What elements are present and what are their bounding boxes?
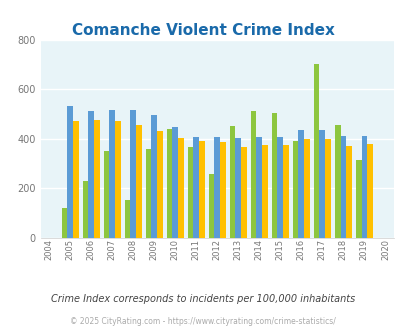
Bar bbox=[262, 145, 267, 238]
Bar bbox=[198, 141, 204, 238]
Bar bbox=[136, 125, 141, 238]
Bar bbox=[130, 110, 136, 238]
Bar bbox=[229, 126, 235, 238]
Bar bbox=[88, 112, 94, 238]
Bar bbox=[62, 208, 67, 238]
Bar bbox=[366, 144, 372, 238]
Bar bbox=[172, 127, 177, 238]
Bar bbox=[355, 160, 361, 238]
Text: Comanche Violent Crime Index: Comanche Violent Crime Index bbox=[71, 23, 334, 38]
Bar bbox=[361, 136, 366, 238]
Bar bbox=[256, 137, 262, 238]
Bar bbox=[124, 200, 130, 238]
Bar bbox=[313, 64, 319, 238]
Bar bbox=[193, 137, 198, 238]
Bar bbox=[334, 125, 340, 238]
Bar bbox=[250, 112, 256, 238]
Bar bbox=[115, 121, 120, 238]
Bar bbox=[340, 136, 345, 238]
Bar bbox=[298, 130, 303, 238]
Bar bbox=[303, 139, 309, 238]
Bar bbox=[94, 120, 99, 238]
Bar bbox=[345, 146, 351, 238]
Bar bbox=[151, 115, 157, 238]
Text: Crime Index corresponds to incidents per 100,000 inhabitants: Crime Index corresponds to incidents per… bbox=[51, 294, 354, 304]
Bar bbox=[271, 113, 277, 238]
Bar bbox=[324, 139, 330, 238]
Bar bbox=[220, 142, 225, 238]
Bar bbox=[187, 147, 193, 238]
Bar bbox=[72, 121, 78, 238]
Bar bbox=[109, 110, 115, 238]
Bar bbox=[103, 151, 109, 238]
Bar bbox=[214, 137, 220, 238]
Bar bbox=[208, 175, 214, 238]
Bar bbox=[157, 131, 162, 238]
Bar bbox=[282, 145, 288, 238]
Bar bbox=[235, 138, 241, 238]
Text: © 2025 CityRating.com - https://www.cityrating.com/crime-statistics/: © 2025 CityRating.com - https://www.city… bbox=[70, 317, 335, 326]
Bar bbox=[145, 148, 151, 238]
Bar bbox=[277, 137, 282, 238]
Bar bbox=[166, 129, 172, 238]
Bar bbox=[82, 181, 88, 238]
Bar bbox=[292, 141, 298, 238]
Bar bbox=[67, 106, 72, 238]
Bar bbox=[177, 138, 183, 238]
Bar bbox=[241, 147, 246, 238]
Bar bbox=[319, 130, 324, 238]
